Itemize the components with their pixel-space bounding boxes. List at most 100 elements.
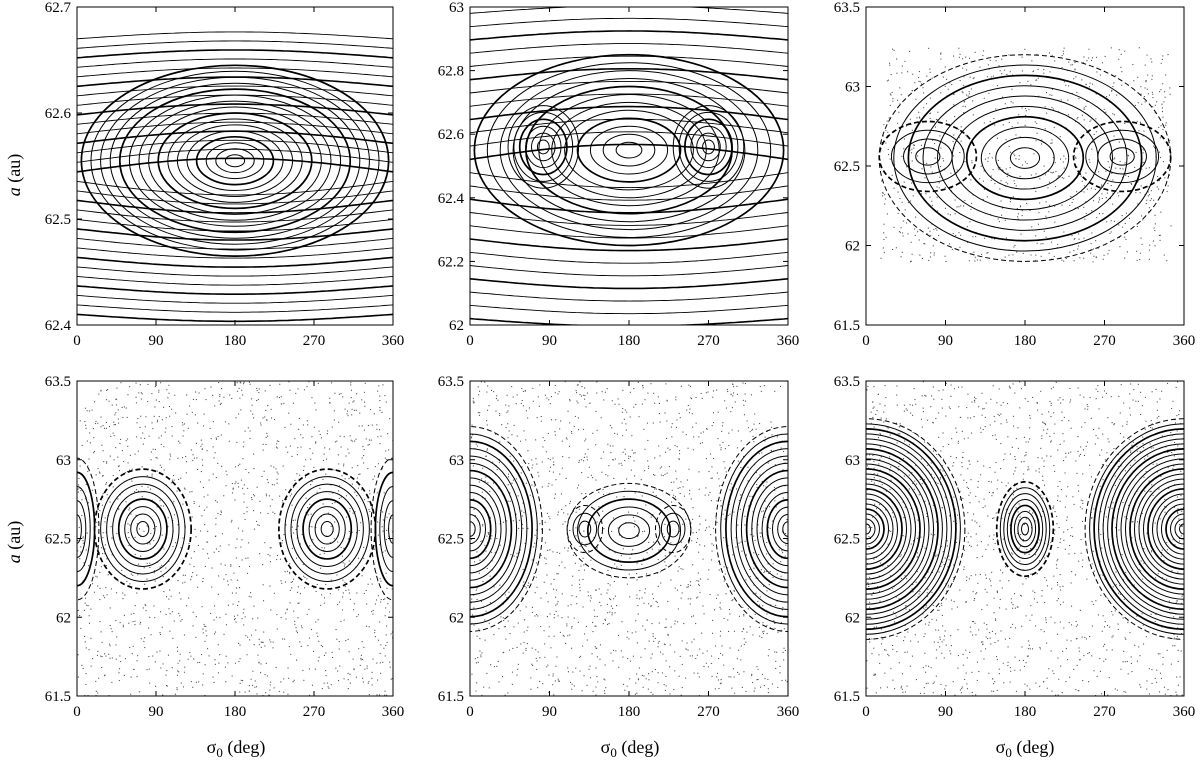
scatter-point [708, 471, 710, 473]
scatter-point [594, 522, 596, 524]
scatter-point [676, 419, 678, 421]
scatter-point [616, 566, 618, 568]
scatter-point [907, 631, 909, 633]
scatter-point [728, 630, 730, 632]
scatter-point [599, 601, 601, 603]
scatter-point [138, 563, 140, 565]
scatter-point [1151, 682, 1153, 684]
scatter-point [1001, 207, 1003, 209]
scatter-point [710, 477, 712, 479]
scatter-point [368, 626, 370, 628]
scatter-point [1150, 420, 1152, 422]
scatter-point [1059, 481, 1061, 483]
scatter-point [929, 256, 931, 258]
scatter-point [1015, 507, 1017, 509]
scatter-point [1059, 443, 1061, 445]
scatter-point [548, 516, 550, 518]
scatter-point [971, 202, 973, 204]
scatter-point [1136, 450, 1138, 452]
scatter-point [508, 405, 510, 407]
scatter-point [974, 396, 976, 398]
scatter-point [941, 641, 943, 643]
scatter-point [991, 238, 993, 240]
scatter-point [708, 494, 710, 496]
scatter-point [347, 410, 349, 412]
scatter-point [1001, 587, 1003, 589]
scatter-point [980, 431, 982, 433]
scatter-point [753, 535, 755, 537]
scatter-point [689, 581, 691, 583]
scatter-point [959, 152, 961, 154]
scatter-point [732, 668, 734, 670]
scatter-point [334, 502, 336, 504]
scatter-point [95, 423, 97, 425]
scatter-point [531, 663, 533, 665]
scatter-point [205, 630, 207, 632]
scatter-point [507, 476, 509, 478]
scatter-point [1138, 130, 1140, 132]
scatter-point [599, 658, 601, 660]
scatter-point [1082, 62, 1084, 64]
scatter-point [488, 622, 490, 624]
scatter-point [1086, 188, 1088, 190]
scatter-point [179, 660, 181, 662]
scatter-point [995, 60, 997, 62]
scatter-point [782, 552, 784, 554]
scatter-point [102, 475, 104, 477]
scatter-point [216, 501, 218, 503]
scatter-point [1136, 259, 1138, 261]
scatter-point [728, 432, 730, 434]
scatter-point [1165, 124, 1167, 126]
scatter-point [206, 450, 208, 452]
scatter-point [954, 116, 956, 118]
island-orbit [893, 64, 1157, 252]
scatter-point [273, 687, 275, 689]
scatter-point [581, 472, 583, 474]
scatter-point [1155, 613, 1157, 615]
scatter-point [308, 637, 310, 639]
scatter-point [257, 654, 259, 656]
scatter-point [502, 521, 504, 523]
scatter-point [1137, 383, 1139, 385]
scatter-point [386, 641, 388, 643]
scatter-point [1078, 238, 1080, 240]
scatter-point [93, 591, 95, 593]
scatter-point [299, 641, 301, 643]
scatter-point [1108, 539, 1110, 541]
scatter-point [1006, 421, 1008, 423]
plot-area-bottom-right [866, 381, 1184, 696]
scatter-point [382, 511, 384, 513]
scatter-point [1089, 397, 1091, 399]
scatter-point [1004, 453, 1006, 455]
scatter-point [937, 629, 939, 631]
scatter-point [1155, 388, 1157, 390]
scatter-point [151, 473, 153, 475]
scatter-point [576, 392, 578, 394]
scatter-point [544, 656, 546, 658]
scatter-point [161, 564, 163, 566]
scatter-point [690, 522, 692, 524]
scatter-point [110, 628, 112, 630]
scatter-point [742, 606, 744, 608]
scatter-point [759, 423, 761, 425]
scatter-point [744, 393, 746, 395]
scatter-point [1045, 236, 1047, 238]
scatter-point [1010, 387, 1012, 389]
scatter-point [1057, 633, 1059, 635]
scatter-point [1113, 448, 1115, 450]
scatter-point [481, 491, 483, 493]
island-orbit [117, 498, 168, 560]
scatter-point [182, 574, 184, 576]
scatter-point [720, 447, 722, 449]
scatter-point [1074, 62, 1076, 64]
scatter-point [303, 465, 305, 467]
island-orbit [564, 109, 694, 191]
scatter-point [708, 569, 710, 571]
scatter-point [874, 503, 876, 505]
scatter-point [1154, 104, 1156, 106]
scatter-point [516, 552, 518, 554]
scatter-point [622, 548, 624, 550]
scatter-point [1161, 103, 1163, 105]
scatter-point [498, 681, 500, 683]
scatter-point [531, 606, 533, 608]
